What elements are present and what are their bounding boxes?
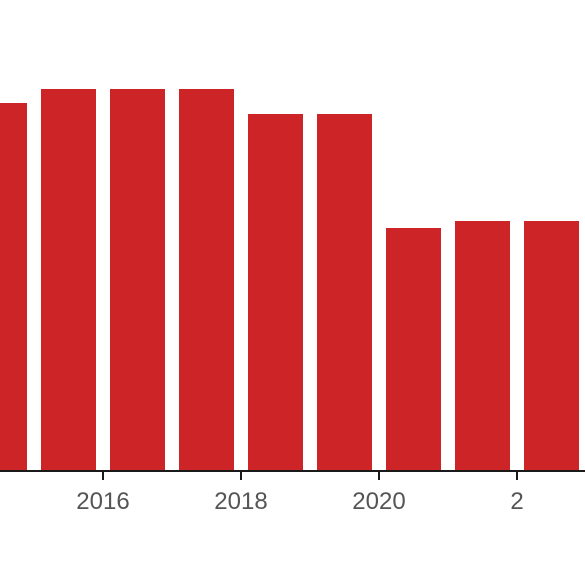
bar-2021 xyxy=(455,221,510,470)
bar-2017 xyxy=(179,89,234,470)
plot-area: 2016201820202 xyxy=(0,30,585,470)
x-tick-2018 xyxy=(240,470,242,480)
bar-2018 xyxy=(248,114,303,470)
x-tick-2016 xyxy=(102,470,104,480)
bar-2022 xyxy=(524,221,579,470)
bar-2014 xyxy=(0,103,27,470)
bar-2016 xyxy=(110,89,165,470)
bar-2019 xyxy=(317,114,372,470)
bar-2020 xyxy=(386,228,441,470)
x-label-2022: 2 xyxy=(457,488,577,516)
x-tick-2020 xyxy=(378,470,380,480)
bar-chart: 2016 2018 2020 2 xyxy=(0,0,585,585)
bar-2015 xyxy=(41,89,96,470)
x-label-2020: 2020 xyxy=(319,488,439,516)
x-label-2016: 2016 xyxy=(43,488,163,516)
x-tick-2022 xyxy=(516,470,518,480)
x-label-2018: 2018 xyxy=(181,488,301,516)
x-axis xyxy=(0,470,585,472)
